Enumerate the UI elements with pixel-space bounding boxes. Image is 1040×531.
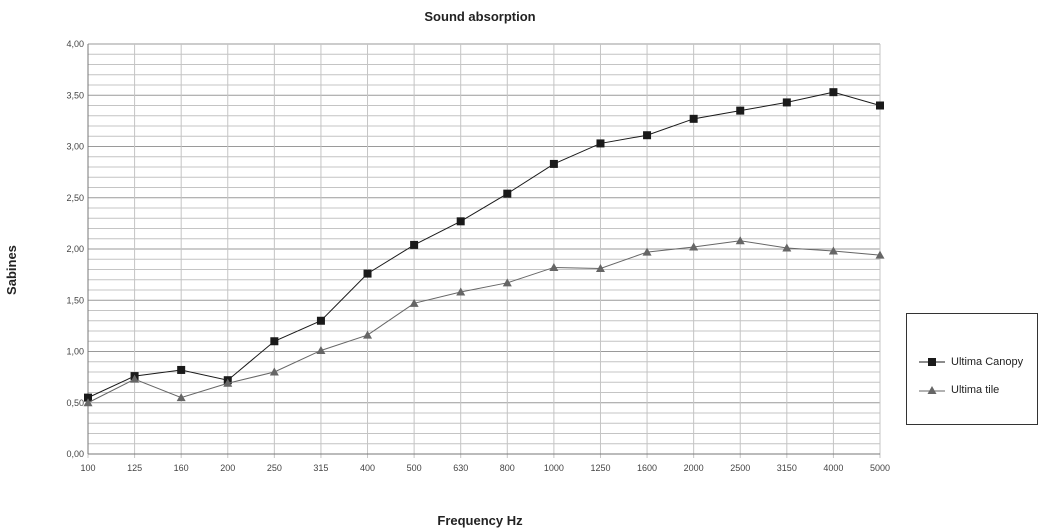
y-tick-label: 3,00 [66, 142, 84, 152]
x-tick-label: 3150 [777, 463, 797, 473]
data-point-square [84, 393, 92, 402]
data-point-triangle [130, 374, 140, 383]
y-tick-label: 0,50 [66, 398, 84, 408]
series-line-ultima-tile [87, 240, 881, 404]
data-point-square [270, 337, 279, 346]
data-point-triangle [642, 247, 652, 256]
data-point-triangle [83, 398, 93, 407]
x-tick-label: 1600 [637, 463, 657, 473]
data-point-triangle [409, 298, 419, 307]
x-tick-label: 2500 [730, 463, 750, 473]
x-tick-label: 1000 [544, 463, 564, 473]
y-tick-label: 1,00 [66, 347, 84, 357]
x-tick-label: 5000 [870, 463, 890, 473]
data-point-square [829, 88, 838, 97]
legend-marker-triangle [919, 386, 945, 394]
y-tick-label: 0,00 [66, 449, 84, 459]
data-point-triangle [782, 243, 792, 252]
y-tick-label: 2,50 [66, 193, 84, 203]
x-tick-label: 4000 [823, 463, 843, 473]
data-point-triangle [875, 250, 885, 259]
data-point-square [456, 217, 465, 226]
x-tick-label: 800 [500, 463, 515, 473]
series-line-ultima-canopy [87, 91, 881, 399]
data-point-square [596, 139, 605, 148]
data-point-square [363, 269, 372, 278]
y-tick-label: 1,50 [66, 295, 84, 305]
data-point-triangle [549, 262, 559, 271]
data-point-triangle [176, 393, 186, 402]
x-tick-label: 630 [453, 463, 468, 473]
data-point-triangle [828, 246, 838, 255]
x-tick-label: 125 [127, 463, 142, 473]
data-point-triangle [316, 345, 326, 354]
x-tick-label: 100 [80, 463, 95, 473]
legend: Ultima Canopy Ultima tile [906, 313, 1038, 425]
y-tick-label: 2,00 [66, 244, 84, 254]
data-point-triangle [689, 242, 699, 251]
x-tick-label: 1250 [590, 463, 610, 473]
data-point-triangle [595, 263, 605, 272]
data-point-square [736, 106, 745, 115]
data-point-square [689, 114, 698, 123]
legend-item-canopy: Ultima Canopy [919, 354, 1023, 370]
data-point-triangle [269, 367, 279, 376]
x-tick-label: 200 [220, 463, 235, 473]
legend-label-canopy: Ultima Canopy [951, 356, 1024, 368]
data-point-square [876, 101, 884, 110]
data-point-square [782, 98, 791, 107]
data-point-triangle [223, 378, 233, 387]
data-point-square [177, 365, 186, 374]
x-tick-label: 2000 [684, 463, 704, 473]
data-point-triangle [735, 236, 745, 245]
x-tick-label: 400 [360, 463, 375, 473]
legend-marker-square [919, 358, 945, 366]
data-point-square [549, 159, 558, 168]
x-tick-label: 160 [174, 463, 189, 473]
x-tick-label: 500 [407, 463, 422, 473]
data-point-square [503, 189, 512, 198]
x-tick-label: 315 [313, 463, 328, 473]
legend-label-tile: Ultima tile [951, 384, 1000, 396]
data-point-triangle [502, 278, 512, 287]
chart-title: Sound absorption [424, 9, 536, 24]
data-point-triangle [456, 287, 466, 296]
data-point-square [316, 316, 325, 325]
x-tick-label: 250 [267, 463, 282, 473]
data-point-square [643, 131, 652, 140]
legend-item-tile: Ultima tile [919, 382, 999, 398]
data-point-square [410, 240, 419, 249]
data-point-triangle [363, 330, 373, 339]
y-tick-label: 3,50 [66, 90, 84, 100]
y-tick-label: 4,00 [66, 39, 84, 49]
x-axis-label: Frequency Hz [437, 513, 523, 528]
